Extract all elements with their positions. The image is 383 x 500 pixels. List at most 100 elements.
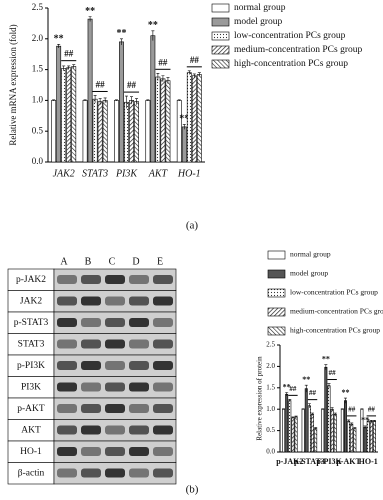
significance-label: ** — [148, 20, 158, 31]
blot-band — [129, 404, 149, 413]
error-bar — [347, 419, 351, 423]
significance-label: ** — [116, 28, 126, 39]
blot-band — [57, 296, 77, 306]
legend-label: low-concentration PCs group — [234, 31, 346, 41]
group-annotation: ## — [289, 385, 297, 393]
legend-swatch — [267, 288, 286, 298]
bar — [340, 408, 344, 453]
bar — [165, 80, 171, 163]
significance-label: ** — [322, 355, 330, 364]
y-tick-label: 2.0 — [32, 33, 44, 43]
legend-label: high-concentration PCs group — [234, 59, 348, 69]
blot-band — [105, 318, 125, 327]
bar — [307, 405, 311, 453]
bar — [191, 75, 197, 163]
legend-swatch — [267, 326, 286, 336]
blot-row-label: p-AKT — [17, 404, 45, 414]
y-tick-label: 0.5 — [32, 125, 44, 135]
blot-band — [105, 296, 125, 306]
x-tick-label: p-STAT3 — [294, 457, 325, 466]
group-annotation: ## — [329, 369, 337, 377]
y-tick-label: 2.0 — [266, 362, 275, 370]
bar — [301, 408, 305, 453]
blot-band — [153, 404, 173, 413]
error-bar — [282, 408, 286, 410]
bar — [97, 101, 103, 163]
error-bar — [114, 99, 118, 102]
caption: (b) — [186, 484, 199, 496]
error-bar — [146, 99, 150, 102]
bar — [343, 400, 347, 453]
bar — [291, 417, 295, 453]
error-bar — [125, 95, 128, 109]
bar — [134, 101, 139, 163]
y-tick-label: 1.0 — [32, 94, 44, 104]
y-tick-label: 1.0 — [266, 405, 275, 413]
blot-row-label: HO-1 — [20, 447, 42, 457]
error-bar — [330, 407, 334, 411]
blot-band — [153, 339, 173, 349]
blot-band — [153, 318, 173, 327]
blot-band — [153, 382, 173, 392]
legend-swatch — [267, 307, 286, 317]
error-bar — [72, 64, 76, 69]
error-bar — [307, 403, 311, 408]
bar — [363, 426, 367, 453]
blot-row-label: p-STAT3 — [14, 318, 49, 328]
legend-label: normal group — [234, 3, 286, 13]
significance-label: ** — [341, 388, 349, 397]
bar — [373, 420, 376, 453]
blot-band — [129, 447, 149, 456]
error-bar — [340, 408, 344, 410]
legend-label: medium-concentration PCs group — [234, 45, 362, 55]
blot-band — [153, 425, 173, 435]
error-bar — [177, 99, 181, 102]
blot-band — [105, 361, 125, 370]
error-bar — [321, 408, 325, 410]
bar — [61, 68, 67, 163]
lane-label: D — [132, 256, 139, 267]
y-tick-label: 2.5 — [32, 2, 44, 12]
bar — [119, 41, 124, 163]
significance-label: ** — [179, 114, 189, 125]
blot-band — [81, 425, 101, 435]
bar — [314, 428, 318, 453]
error-bar — [301, 408, 305, 410]
error-bar — [52, 99, 56, 102]
blot-band — [105, 447, 125, 456]
blot-band — [153, 361, 173, 370]
lane-label: C — [109, 256, 116, 267]
blot-band — [105, 425, 125, 435]
x-tick-label: p-PI3K — [316, 457, 342, 466]
x-tick-label: PI3K — [115, 168, 138, 179]
error-bar — [372, 420, 376, 423]
group-annotation: ## — [348, 406, 356, 414]
error-bar — [294, 415, 298, 418]
legend-label: low-concentration PCs group — [290, 288, 378, 297]
bar — [92, 98, 98, 163]
legend-label: normal group — [290, 250, 331, 259]
blot-band — [57, 318, 77, 327]
bar — [350, 423, 354, 453]
blot-row-label: β-actin — [18, 468, 45, 478]
bar — [160, 78, 166, 163]
x-tick-label: STAT3 — [82, 168, 108, 179]
blot-band — [105, 404, 125, 413]
y-tick-label: 0.0 — [32, 156, 44, 166]
legend-label: model group — [234, 17, 283, 27]
y-tick-label: 0.5 — [266, 426, 275, 434]
error-bar — [304, 384, 308, 393]
error-bar — [360, 408, 364, 410]
bar — [311, 414, 315, 453]
group-annotation: ## — [127, 80, 137, 90]
blot-band — [57, 468, 77, 478]
blot-band — [81, 468, 101, 478]
error-bar — [343, 397, 347, 404]
error-bar — [83, 99, 87, 102]
significance-label: ** — [361, 416, 369, 425]
error-bar — [166, 77, 170, 84]
bar — [129, 100, 134, 163]
blot-band — [57, 382, 77, 392]
bar — [66, 67, 72, 163]
